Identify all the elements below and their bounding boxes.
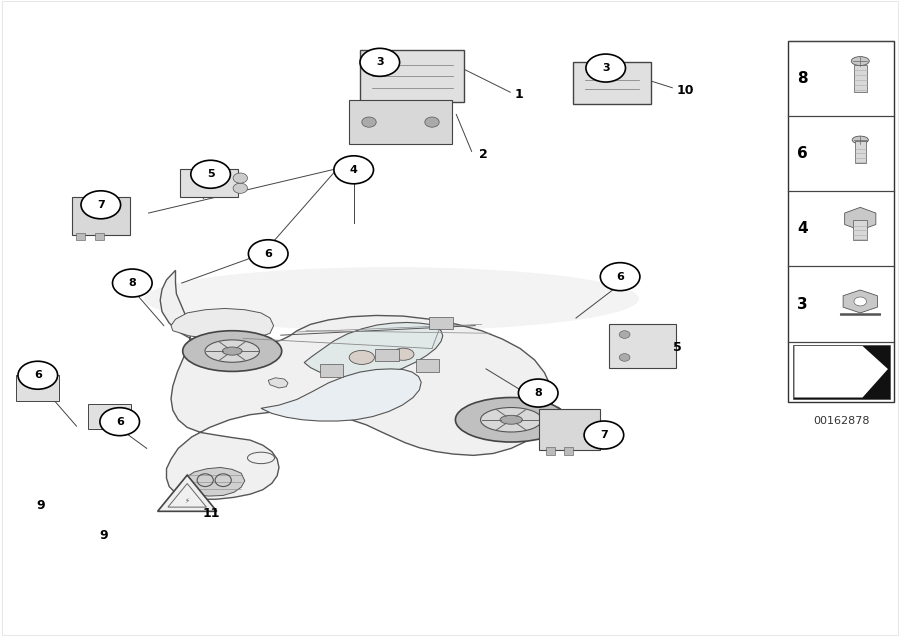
Text: 6: 6 — [616, 272, 624, 282]
Polygon shape — [795, 346, 888, 398]
Text: 00162878: 00162878 — [813, 416, 869, 426]
Polygon shape — [268, 378, 288, 388]
FancyBboxPatch shape — [546, 447, 555, 455]
Circle shape — [334, 156, 373, 184]
Ellipse shape — [144, 267, 639, 331]
Ellipse shape — [205, 340, 259, 363]
Polygon shape — [843, 290, 878, 313]
Text: 8: 8 — [797, 71, 807, 86]
Polygon shape — [171, 308, 274, 340]
Ellipse shape — [183, 331, 282, 371]
Text: 9: 9 — [99, 529, 108, 542]
Text: 5: 5 — [207, 169, 214, 179]
Text: 7: 7 — [97, 200, 104, 210]
Circle shape — [619, 331, 630, 338]
Circle shape — [360, 48, 400, 76]
Circle shape — [619, 354, 630, 361]
Text: 6: 6 — [34, 370, 41, 380]
Ellipse shape — [349, 350, 374, 364]
Ellipse shape — [854, 297, 867, 306]
Text: 4: 4 — [350, 165, 357, 175]
Circle shape — [584, 421, 624, 449]
Polygon shape — [160, 270, 553, 499]
Circle shape — [248, 240, 288, 268]
Text: 3: 3 — [602, 63, 609, 73]
Circle shape — [81, 191, 121, 219]
Ellipse shape — [851, 57, 869, 66]
Ellipse shape — [481, 408, 542, 432]
FancyBboxPatch shape — [320, 364, 343, 377]
Circle shape — [112, 269, 152, 297]
Circle shape — [18, 361, 58, 389]
Text: 9: 9 — [36, 499, 45, 512]
Polygon shape — [304, 322, 443, 378]
Circle shape — [233, 183, 248, 193]
Text: 6: 6 — [116, 417, 123, 427]
FancyBboxPatch shape — [429, 317, 453, 329]
Text: 6: 6 — [797, 146, 808, 162]
Circle shape — [191, 160, 230, 188]
Ellipse shape — [248, 452, 274, 464]
FancyBboxPatch shape — [360, 50, 464, 102]
Text: 8: 8 — [535, 388, 542, 398]
FancyBboxPatch shape — [793, 345, 890, 399]
Ellipse shape — [500, 415, 522, 424]
Ellipse shape — [392, 349, 414, 360]
FancyBboxPatch shape — [416, 359, 439, 372]
FancyBboxPatch shape — [573, 62, 651, 104]
FancyBboxPatch shape — [855, 141, 866, 163]
Text: 3: 3 — [797, 296, 807, 312]
Circle shape — [100, 408, 140, 436]
FancyBboxPatch shape — [539, 409, 600, 450]
FancyBboxPatch shape — [375, 349, 399, 361]
Text: 4: 4 — [797, 221, 807, 237]
FancyBboxPatch shape — [841, 313, 880, 315]
FancyBboxPatch shape — [88, 404, 131, 429]
Text: 10: 10 — [677, 84, 694, 97]
FancyBboxPatch shape — [95, 233, 104, 240]
Text: ⚡: ⚡ — [184, 497, 190, 504]
FancyBboxPatch shape — [564, 447, 573, 455]
FancyBboxPatch shape — [76, 233, 85, 240]
Text: 11: 11 — [202, 507, 220, 520]
Text: 3: 3 — [376, 57, 383, 67]
FancyBboxPatch shape — [609, 324, 676, 368]
FancyBboxPatch shape — [853, 220, 868, 240]
FancyBboxPatch shape — [180, 169, 238, 197]
Circle shape — [233, 173, 248, 183]
Polygon shape — [182, 467, 245, 496]
Circle shape — [586, 54, 625, 82]
Circle shape — [362, 117, 376, 127]
Text: 7: 7 — [600, 430, 608, 440]
Ellipse shape — [455, 398, 567, 442]
Text: 2: 2 — [479, 148, 488, 161]
FancyBboxPatch shape — [788, 41, 895, 402]
FancyBboxPatch shape — [854, 65, 867, 92]
Ellipse shape — [222, 347, 242, 355]
Text: 6: 6 — [265, 249, 272, 259]
Text: 5: 5 — [673, 341, 682, 354]
FancyBboxPatch shape — [72, 197, 130, 235]
Text: 1: 1 — [515, 88, 524, 100]
Polygon shape — [158, 475, 217, 511]
Polygon shape — [261, 369, 421, 421]
Circle shape — [518, 379, 558, 407]
FancyBboxPatch shape — [349, 100, 452, 144]
Circle shape — [600, 263, 640, 291]
Circle shape — [425, 117, 439, 127]
Ellipse shape — [852, 136, 868, 144]
Text: 8: 8 — [129, 278, 136, 288]
Polygon shape — [845, 207, 876, 230]
FancyBboxPatch shape — [16, 375, 59, 401]
